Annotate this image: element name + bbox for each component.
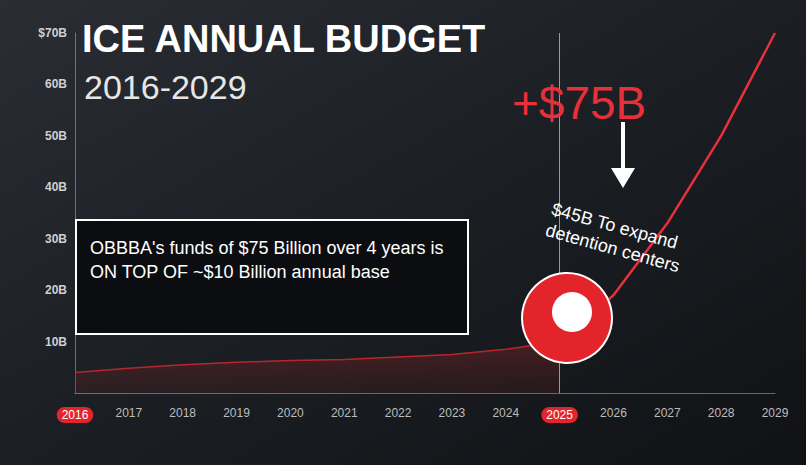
svg-text:detention centers: detention centers <box>544 220 682 276</box>
svg-text:ICE ANNUAL BUDGET: ICE ANNUAL BUDGET <box>82 18 485 60</box>
svg-text:2026: 2026 <box>600 406 627 420</box>
svg-text:2018: 2018 <box>169 406 196 420</box>
svg-text:2028: 2028 <box>708 406 735 420</box>
svg-text:$45B To expand: $45B To expand <box>549 199 685 255</box>
svg-text:OBBBA's funds of $75 Billion o: OBBBA's funds of $75 Billion over 4 year… <box>90 238 449 258</box>
svg-text:2017: 2017 <box>115 406 142 420</box>
svg-text:2025: 2025 <box>546 408 573 422</box>
svg-text:50B: 50B <box>45 129 67 143</box>
svg-text:40B: 40B <box>45 180 67 194</box>
svg-text:20B: 20B <box>45 283 67 297</box>
svg-text:$70B: $70B <box>38 26 67 40</box>
svg-text:2021: 2021 <box>331 406 358 420</box>
svg-text:2016-2029: 2016-2029 <box>84 68 247 106</box>
svg-text:60B: 60B <box>45 77 67 91</box>
svg-text:2027: 2027 <box>654 406 681 420</box>
svg-text:2016: 2016 <box>62 408 89 422</box>
svg-text:30B: 30B <box>45 232 67 246</box>
svg-text:2024: 2024 <box>492 406 519 420</box>
svg-text:+$75B: +$75B <box>512 77 646 129</box>
svg-text:ON TOP OF ~$10 Billion annual: ON TOP OF ~$10 Billion annual base <box>90 262 390 282</box>
svg-text:2029: 2029 <box>762 406 789 420</box>
svg-text:2020: 2020 <box>277 406 304 420</box>
svg-text:2022: 2022 <box>385 406 412 420</box>
svg-text:2023: 2023 <box>439 406 466 420</box>
svg-text:2019: 2019 <box>223 406 250 420</box>
svg-text:10B: 10B <box>45 335 67 349</box>
